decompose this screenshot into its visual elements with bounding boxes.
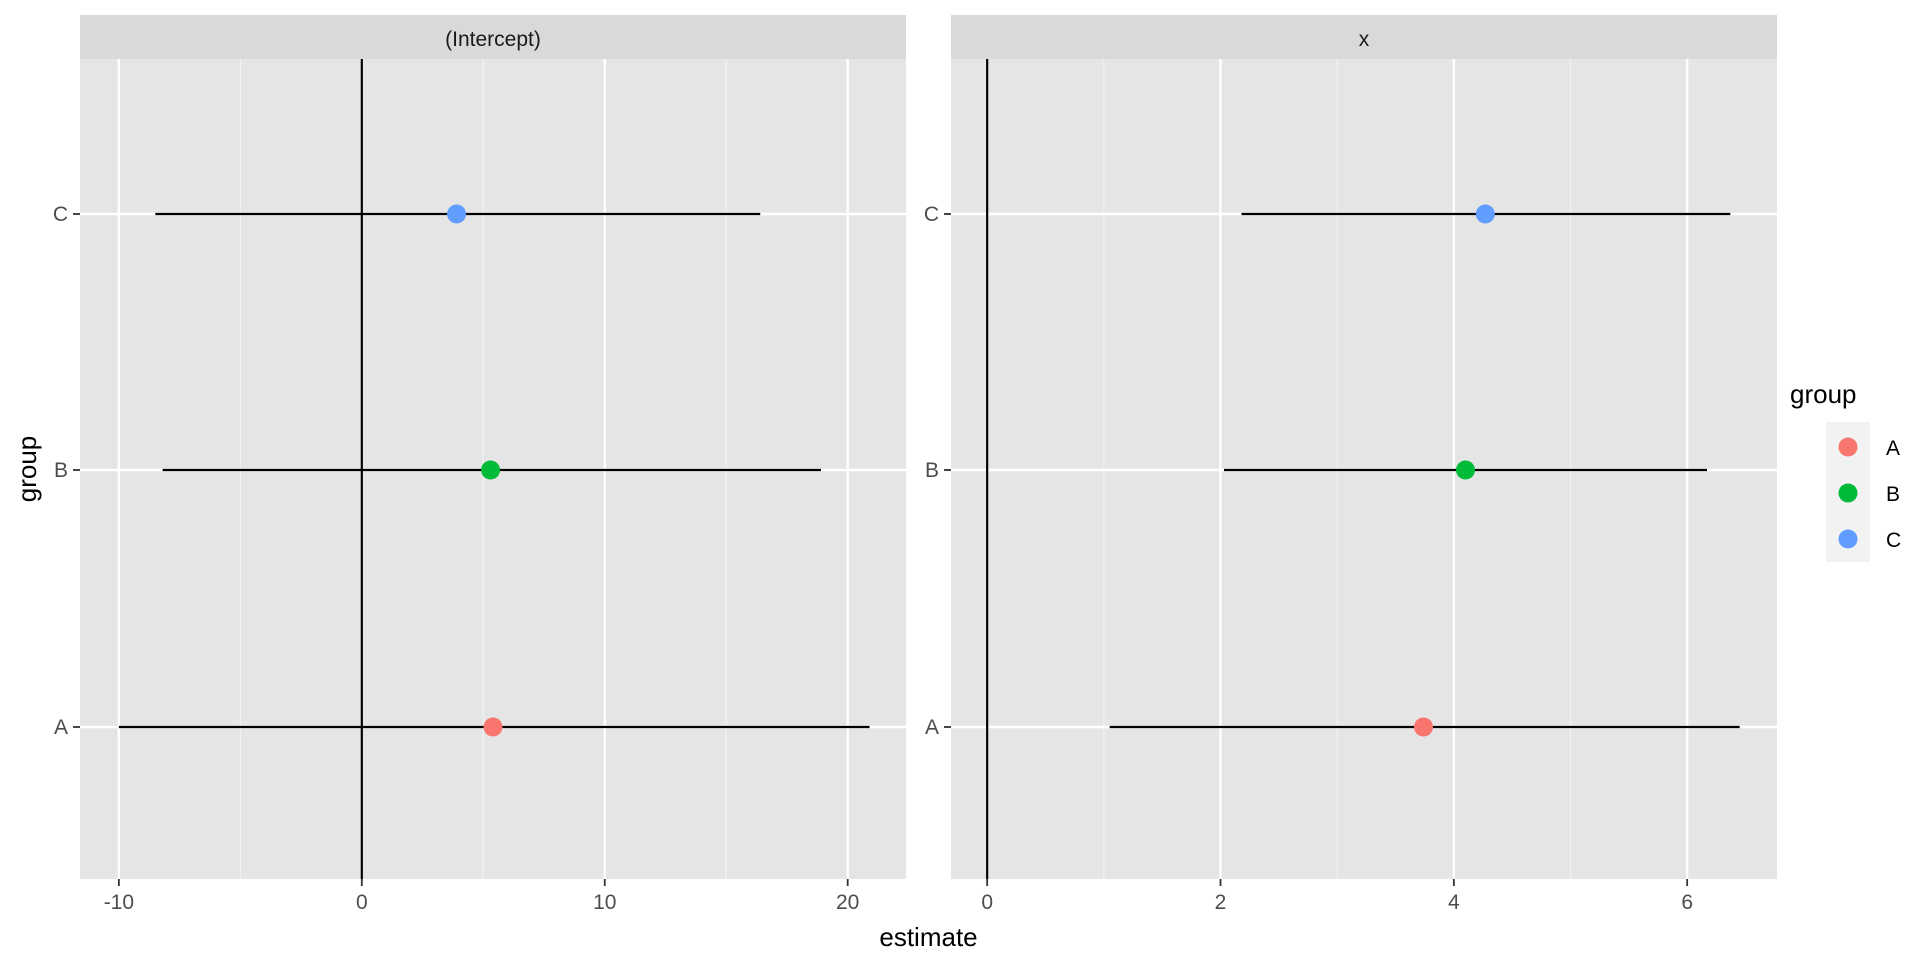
- legend-label-c: C: [1886, 529, 1901, 552]
- x-tick-label: -10: [104, 891, 134, 914]
- legend: group ABC: [1790, 379, 1901, 562]
- legend-label-a: A: [1886, 437, 1900, 460]
- x-axis-title: estimate: [879, 922, 977, 952]
- x-tick-label: 10: [593, 891, 616, 914]
- point-b: [481, 460, 501, 480]
- facet-strip-label: x: [1359, 28, 1370, 51]
- y-tick-label: C: [924, 203, 939, 226]
- point-b: [1456, 460, 1475, 480]
- x-tick-label: 4: [1448, 891, 1460, 914]
- legend-key-a: [1838, 437, 1858, 457]
- y-tick-label: B: [54, 459, 68, 482]
- facet-intercept: (Intercept) -10 0 10 20 A B C: [53, 15, 906, 914]
- y-tick-label: C: [53, 203, 68, 226]
- y-tick-label: B: [925, 459, 939, 482]
- legend-key-c: [1838, 529, 1858, 549]
- facet-strip: [951, 15, 1777, 59]
- y-tick-label: A: [54, 716, 68, 739]
- point-c: [1475, 204, 1495, 224]
- point-a: [483, 717, 503, 737]
- x-tick-label: 0: [356, 891, 368, 914]
- y-axis-title: group: [12, 436, 42, 503]
- point-c: [447, 204, 467, 224]
- facet-strip-label: (Intercept): [445, 28, 541, 51]
- facet-panels: (Intercept) -10 0 10 20 A B Cx 0 2 4 6 A B C: [53, 15, 1777, 914]
- facet-strip: [80, 15, 906, 59]
- legend-label-b: B: [1886, 483, 1900, 506]
- x-tick-label: 2: [1215, 891, 1227, 914]
- facet-x: x 0 2 4 6 A B C: [924, 15, 1777, 914]
- y-tick-label: A: [925, 716, 939, 739]
- x-tick-label: 6: [1681, 891, 1693, 914]
- x-tick-label: 20: [836, 891, 859, 914]
- legend-title: group: [1790, 379, 1857, 409]
- x-tick-label: 0: [981, 891, 993, 914]
- legend-key-b: [1838, 483, 1858, 503]
- point-a: [1414, 717, 1433, 737]
